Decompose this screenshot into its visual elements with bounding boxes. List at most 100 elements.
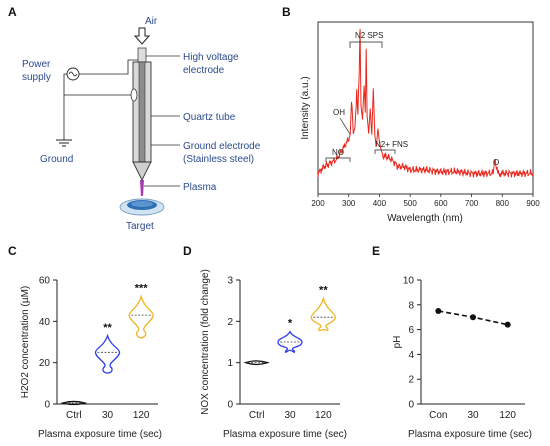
nox-significance-30: * xyxy=(288,318,293,330)
spectrum-x-tick-label: 200 xyxy=(311,199,325,208)
label-power-1: Power xyxy=(22,59,51,70)
ph-y-label: pH xyxy=(392,336,403,349)
nox-axes: 0 1 2 3 Ctrl 30 120 xyxy=(227,276,340,421)
plasma-jet xyxy=(140,180,144,196)
label-air: Air xyxy=(145,16,158,27)
nox-x-tick-label: 30 xyxy=(284,410,296,421)
panel-letter-e: E xyxy=(372,244,380,258)
ph-point-120 xyxy=(504,321,511,328)
annot-n2sps: N2 SPS xyxy=(355,31,383,40)
ph-y-tick-label: 10 xyxy=(403,276,415,287)
panel-letter-a: A xyxy=(8,5,17,19)
ground-ring xyxy=(130,88,138,102)
panel-letter-c: C xyxy=(8,244,17,258)
bracket-n2sps xyxy=(349,41,383,48)
nox-violin-Ctrl xyxy=(243,360,270,366)
h2o2-y-tick-label: 40 xyxy=(39,317,51,328)
label-hv-2: electrode xyxy=(183,65,225,76)
tube-nozzle xyxy=(132,161,152,182)
air-arrow-icon xyxy=(133,27,151,45)
h2o2-violin-Ctrl xyxy=(60,400,88,406)
label-hv-1: High voltage xyxy=(183,52,239,63)
h2o2-axes: 0 20 40 60 Ctrl 30 120 xyxy=(39,276,158,421)
wire-ground xyxy=(63,73,131,96)
ph-axes: 0 2 4 6 8 10 Con 30 120 xyxy=(403,276,525,421)
h2o2-significance-30: ** xyxy=(103,322,112,334)
nox-y-tick-label: 2 xyxy=(227,317,233,328)
spectrum-x-tick-label: 800 xyxy=(496,199,510,208)
label-ground-electrode-2: (Stainless steel) xyxy=(183,154,254,165)
spectrum-y-label: Intensity (a.u.) xyxy=(300,76,311,139)
spectrum-x-tick-label: 600 xyxy=(434,199,448,208)
h2o2-y-label: H2O2 concentration (µM) xyxy=(20,286,31,398)
panel-letter-b: B xyxy=(282,5,291,19)
ph-x-tick-label: Con xyxy=(429,410,447,421)
panel-a: A Air High voltage electrode Power suppl… xyxy=(8,5,261,232)
target-cells-highlight xyxy=(131,201,153,207)
ph-series xyxy=(435,308,511,328)
panel-letter-d: D xyxy=(183,244,192,258)
inner-electrode xyxy=(138,61,146,167)
label-target: Target xyxy=(126,221,154,232)
h2o2-y-tick-label: 20 xyxy=(39,358,51,369)
ph-y-tick-label: 8 xyxy=(408,300,414,311)
ph-x-tick-label: 120 xyxy=(499,410,516,421)
annot-oh-leader xyxy=(339,117,351,135)
nox-x-label: Plasma exposure time (sec) xyxy=(223,429,347,440)
ph-x-label: Plasma exposure time (sec) xyxy=(408,429,532,440)
label-quartz: Quartz tube xyxy=(183,112,236,123)
label-ground-electrode-1: Ground electrode xyxy=(183,141,261,152)
spectrum-x-tick-label: 300 xyxy=(342,199,356,208)
spectrum-x-tick-label: 400 xyxy=(373,199,387,208)
h2o2-significance-120: *** xyxy=(135,283,149,295)
spectrum-x-tick-label: 900 xyxy=(526,199,540,208)
annot-no: NO xyxy=(332,148,344,157)
bracket-n2fns xyxy=(374,149,396,154)
spectrum-x-tick-label: 500 xyxy=(403,199,417,208)
nox-violins: *** xyxy=(243,285,336,366)
h2o2-x-tick-label: Ctrl xyxy=(66,410,82,421)
nox-y-tick-label: 0 xyxy=(227,400,233,411)
ph-x-tick-label: 30 xyxy=(467,410,479,421)
spectrum-x-tick-label: 700 xyxy=(465,199,479,208)
spectrum-x-label: Wavelength (nm) xyxy=(387,213,463,224)
nox-violin-120 xyxy=(310,296,336,331)
h2o2-y-tick-label: 0 xyxy=(44,400,50,411)
spectrum-line xyxy=(317,28,534,178)
nox-y-label: NOX concentration (fold change) xyxy=(200,269,211,415)
h2o2-x-tick-label: 30 xyxy=(102,410,114,421)
nox-x-tick-label: Ctrl xyxy=(249,410,265,421)
ac-wave-icon xyxy=(68,71,78,77)
bracket-no xyxy=(325,157,351,162)
annot-oh: OH xyxy=(333,108,345,117)
h2o2-y-tick-label: 60 xyxy=(39,276,51,287)
spectrum-frame xyxy=(317,21,534,195)
h2o2-x-tick-label: 120 xyxy=(133,410,150,421)
wire-power xyxy=(79,59,138,75)
nox-y-tick-label: 1 xyxy=(227,358,233,369)
panel-b: B 200 300 400 500 600 700 800 900 Wavelength (n… xyxy=(282,5,540,224)
hv-electrode-cap xyxy=(137,47,147,63)
nox-significance-120: ** xyxy=(319,285,328,297)
nox-y-tick-label: 3 xyxy=(227,276,233,287)
label-ground: Ground xyxy=(40,154,73,165)
spectrum-x-ticks: 200 300 400 500 600 700 800 900 xyxy=(311,194,540,208)
ph-y-tick-label: 0 xyxy=(408,400,414,411)
ph-y-tick-label: 4 xyxy=(408,350,414,361)
h2o2-violin-120 xyxy=(128,294,154,339)
ph-point-30 xyxy=(470,314,476,321)
nox-x-tick-label: 120 xyxy=(315,410,332,421)
h2o2-x-label: Plasma exposure time (sec) xyxy=(38,429,162,440)
label-plasma: Plasma xyxy=(183,182,217,193)
label-power-2: supply xyxy=(22,72,51,83)
h2o2-violin-30 xyxy=(94,333,121,374)
h2o2-violins: ***** xyxy=(60,283,154,406)
ph-point-Con xyxy=(435,308,442,314)
panel-e: E 0 2 4 6 8 10 Con 30 120 Plasma exposure time (… xyxy=(372,244,532,440)
annot-o: O xyxy=(493,158,499,167)
ph-y-tick-label: 6 xyxy=(408,325,414,336)
ph-y-tick-label: 2 xyxy=(408,375,414,386)
